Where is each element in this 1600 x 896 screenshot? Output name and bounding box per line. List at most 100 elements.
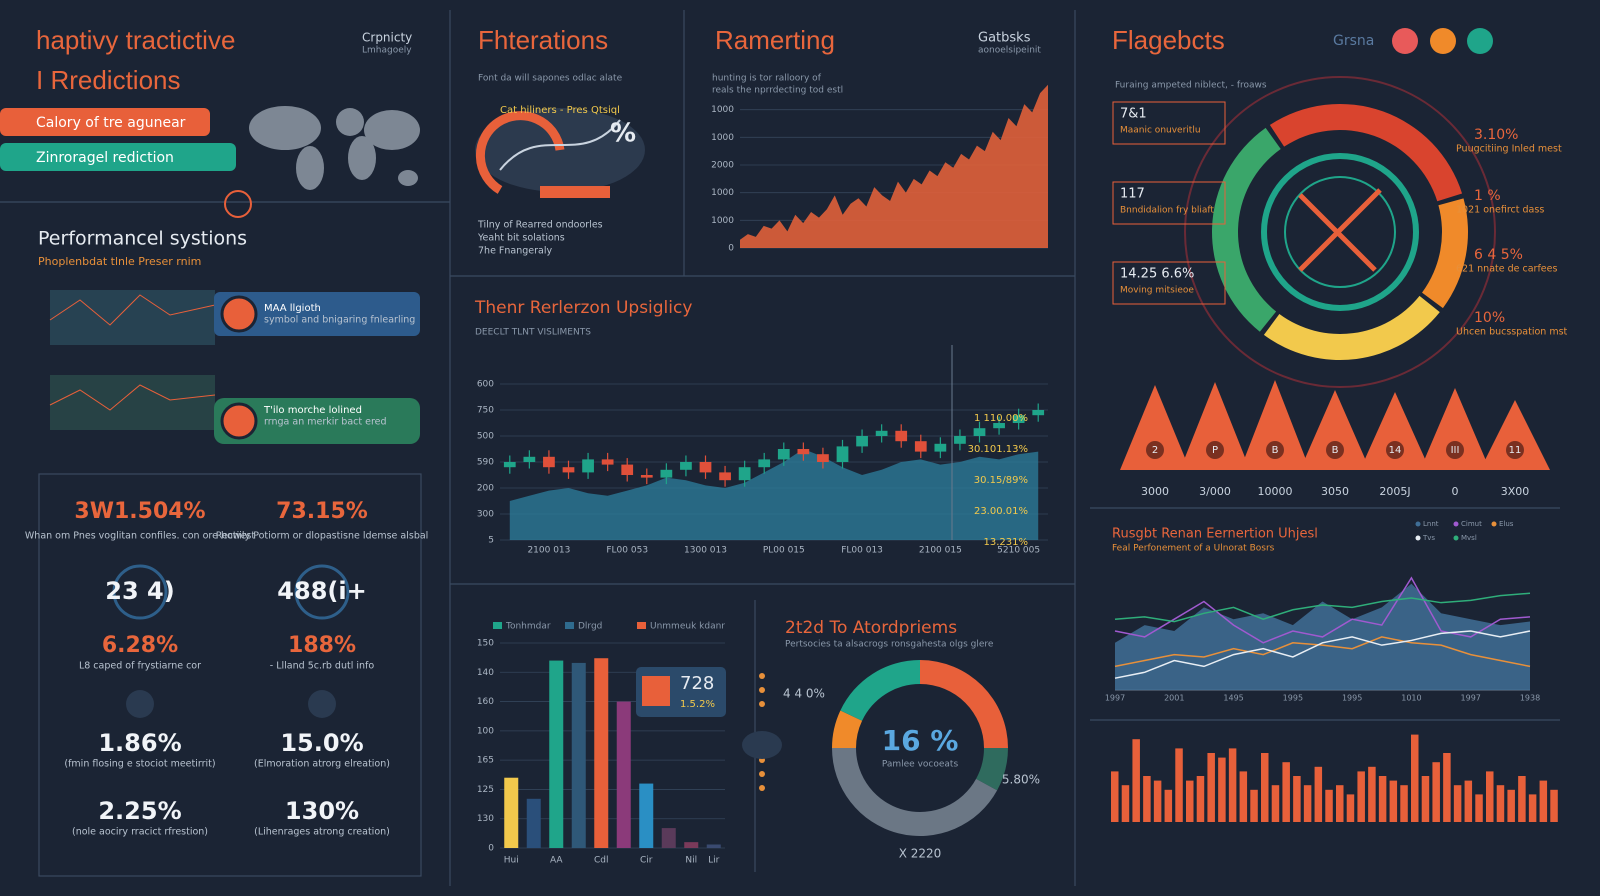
candle-body xyxy=(954,436,966,444)
y-tick-label: 165 xyxy=(477,756,494,766)
info-box xyxy=(1112,261,1226,305)
fhterations-graphic xyxy=(475,108,645,198)
candle-body xyxy=(895,430,908,442)
triangle xyxy=(1240,380,1310,470)
bar xyxy=(684,842,699,848)
bar xyxy=(1153,780,1162,822)
x-tick-label: Nil xyxy=(685,856,697,866)
bar xyxy=(526,798,541,848)
bar xyxy=(594,658,609,848)
section-subtitle: Phoplenbdat tlnle Preser rnim xyxy=(38,255,201,268)
annotation: 30.101.13% xyxy=(968,444,1028,455)
kpi-value: 488(i+ xyxy=(277,577,366,605)
bar xyxy=(1325,789,1333,822)
x-tick-label: 0 xyxy=(1452,485,1459,498)
series-line xyxy=(1114,636,1531,668)
y-tick-label: 300 xyxy=(477,510,494,520)
box-caption: Maanic onuveritlu xyxy=(1120,126,1201,136)
y-tick-label: 2000 xyxy=(711,161,734,171)
x-tick-label: PL00 015 xyxy=(763,546,805,556)
bar xyxy=(706,844,721,848)
candle-body xyxy=(543,456,555,468)
panel-title: Flagebcts xyxy=(1112,25,1225,55)
y-tick-label: 160 xyxy=(477,697,494,707)
box-value: 7&1 xyxy=(1120,107,1147,122)
candle-body xyxy=(738,467,751,481)
donut-slice xyxy=(832,710,863,748)
legend-dot xyxy=(1415,521,1421,527)
y-tick-label: 5 xyxy=(488,536,494,546)
bar xyxy=(1175,748,1183,822)
box-caption: Moving mitsieoe xyxy=(1120,286,1194,296)
callout-title: MAA llgioth xyxy=(264,303,321,314)
bar xyxy=(1314,766,1323,822)
donut-slice xyxy=(840,660,920,721)
bar xyxy=(1336,785,1344,822)
triangle xyxy=(1300,390,1370,470)
bar xyxy=(1378,776,1387,822)
triangle-label: 2 xyxy=(1152,445,1158,456)
graphic-label: Cat hiliners - Pres Qtsiql xyxy=(500,105,620,116)
ring-icon xyxy=(224,190,252,218)
panel-dividers xyxy=(0,10,1560,886)
annotation-caption: Puugcitiing Inled mest xyxy=(1456,144,1562,155)
candle-body xyxy=(934,443,947,452)
x-tick-label: Hui xyxy=(504,856,519,866)
box-caption: Bnndidalion fry bliaft xyxy=(1120,206,1214,216)
bar xyxy=(661,828,676,848)
donut-center: 16 % xyxy=(882,724,959,757)
kpi-value: 3W1.504% xyxy=(74,499,205,524)
gauge-segment xyxy=(1212,127,1281,332)
bar xyxy=(1346,794,1355,822)
mini-charts xyxy=(49,290,420,444)
bar xyxy=(1550,789,1558,822)
kpi-caption: (fmin flosing e stociot meetirrit) xyxy=(64,759,215,770)
y-tick-label: 600 xyxy=(477,380,494,390)
callout-title: T'ilo morche lolined xyxy=(263,405,362,416)
callout-caption: 1.5.2% xyxy=(680,699,715,710)
candle-body xyxy=(914,441,927,452)
info-box xyxy=(1112,101,1226,145)
y-tick-label: 1000 xyxy=(711,216,734,226)
y-tick-label: 0 xyxy=(488,844,494,854)
candle-body xyxy=(973,428,986,436)
bar xyxy=(639,783,654,848)
panel-title: Thenr Rerlerzon Upsiglicy xyxy=(474,298,692,318)
bar xyxy=(1282,762,1290,822)
candle-body xyxy=(777,449,790,460)
triangle-label: III xyxy=(1451,445,1460,456)
bullet: 7he Fnangeraly xyxy=(478,246,552,257)
bar xyxy=(1453,785,1462,822)
bar xyxy=(1421,776,1430,822)
gauge-segment xyxy=(1263,295,1440,360)
triangle-badge xyxy=(1386,441,1404,459)
bar xyxy=(1250,789,1258,822)
y-tick-label: 0 xyxy=(728,244,734,254)
bar xyxy=(1475,794,1483,822)
graphic-symbol: % xyxy=(610,119,636,149)
bar xyxy=(1186,780,1194,822)
bar xyxy=(1261,753,1269,822)
x-tick-label: 1995 xyxy=(1283,694,1303,703)
legend-dot xyxy=(1453,535,1459,541)
y-tick-label: 500 xyxy=(477,432,494,442)
bar xyxy=(571,662,586,848)
world-map xyxy=(249,106,420,190)
triangle-label: 11 xyxy=(1509,445,1522,456)
kpi-caption: (Lihenrages atrong creation) xyxy=(254,827,390,838)
panel-subtitle: hunting is tor ralloory of xyxy=(712,74,822,84)
annotation-value: 6 4 5% xyxy=(1474,247,1523,263)
candle-body xyxy=(621,464,634,475)
candle-body xyxy=(503,462,516,468)
bar xyxy=(1121,785,1130,822)
legend-label: Tvs xyxy=(1422,534,1435,542)
x-tick-label: 1938 xyxy=(1520,694,1540,703)
triangle-label: 14 xyxy=(1389,445,1402,456)
section-title: Performancel systions xyxy=(38,228,247,250)
y-tick-label: 200 xyxy=(477,484,494,494)
annotation: 1 110.00% xyxy=(974,413,1028,424)
kpi-caption: (Elmoration atrorg elreation) xyxy=(254,759,390,770)
annotation-caption: 621 nnate de carfees xyxy=(1456,264,1557,275)
triangle xyxy=(1180,382,1250,470)
triangle-badge xyxy=(1506,441,1524,459)
